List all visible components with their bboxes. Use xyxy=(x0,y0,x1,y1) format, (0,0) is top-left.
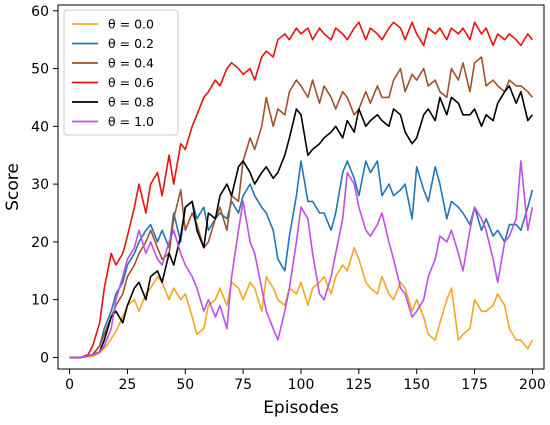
x-axis-label: Episodes xyxy=(263,398,339,418)
x-tick-label-5: 125 xyxy=(345,377,372,393)
legend-label-2: θ = 0.4 xyxy=(108,56,154,71)
y-axis-label: Score xyxy=(3,163,23,211)
y-tick-label-2: 20 xyxy=(31,235,49,251)
series-line-4 xyxy=(69,85,534,359)
series-line-5 xyxy=(69,160,534,359)
x-tick-label-4: 100 xyxy=(288,377,315,393)
x-tick-label-1: 25 xyxy=(119,377,137,393)
legend-label-0: θ = 0.0 xyxy=(108,17,154,32)
legend-label-5: θ = 1.0 xyxy=(108,114,154,129)
y-tick-label-5: 50 xyxy=(31,62,49,78)
series-line-3 xyxy=(69,21,534,359)
x-axis-ticks: 0 25 50 75 100 125 150 175 200 xyxy=(65,369,546,393)
y-tick-label-1: 10 xyxy=(31,293,49,309)
legend-label-4: θ = 0.8 xyxy=(108,95,154,110)
legend-label-1: θ = 0.2 xyxy=(108,36,154,51)
legend: θ = 0.0 θ = 0.2 θ = 0.4 θ = 0.6 θ = 0.8 θ = 1… xyxy=(63,9,179,136)
y-tick-label-4: 40 xyxy=(31,119,49,135)
x-tick-label-0: 0 xyxy=(65,377,74,393)
series-line-2 xyxy=(69,56,534,359)
plot-lines xyxy=(69,21,534,359)
x-tick-label-7: 175 xyxy=(461,377,488,393)
x-tick-label-3: 75 xyxy=(234,377,252,393)
series-line-1 xyxy=(69,160,534,359)
y-axis-ticks: 0 10 20 30 40 50 60 xyxy=(31,4,58,366)
x-tick-label-2: 50 xyxy=(176,377,194,393)
x-tick-label-8: 200 xyxy=(519,377,546,393)
y-tick-label-3: 30 xyxy=(31,177,49,193)
x-tick-label-6: 150 xyxy=(403,377,430,393)
legend-box xyxy=(63,9,179,136)
y-tick-label-6: 60 xyxy=(31,4,49,20)
y-tick-label-0: 0 xyxy=(40,350,49,366)
legend-label-3: θ = 0.6 xyxy=(108,75,154,90)
